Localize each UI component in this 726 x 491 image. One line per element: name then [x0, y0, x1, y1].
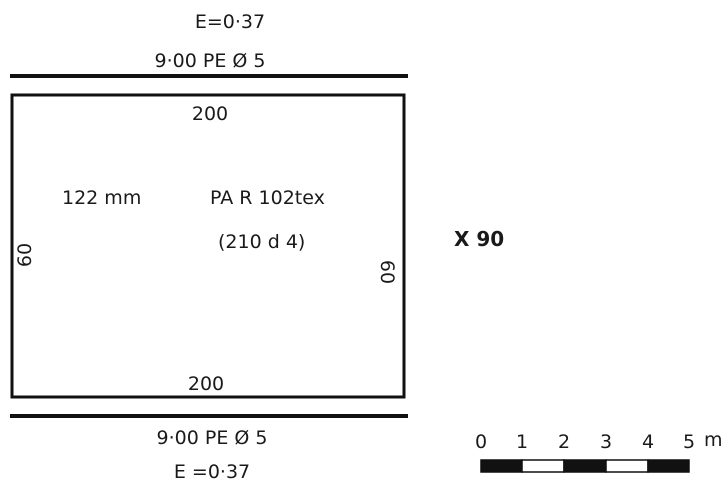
mesh-top-label: 200 — [192, 103, 228, 125]
scale-unit-label: m — [704, 429, 723, 451]
material-label: PA R 102tex — [210, 187, 325, 209]
mesh-bottom-label: 200 — [188, 373, 224, 395]
net-panel-rectangle — [10, 93, 406, 399]
bottom-stretch-label: E =0·37 — [174, 461, 250, 483]
scale-segment-filled — [563, 459, 607, 473]
quantity-label: X 90 — [454, 227, 504, 251]
scale-tick-label: 3 — [600, 431, 612, 453]
scale-segment-empty — [605, 459, 649, 473]
scale-tick-label: 2 — [558, 431, 570, 453]
scale-tick-label: 5 — [683, 431, 695, 453]
scale-tick-label: 4 — [642, 431, 654, 453]
scale-bar: 0 1 2 3 4 5 m — [475, 429, 723, 473]
scale-tick-label: 0 — [475, 431, 487, 453]
twine-label: (210 d 4) — [218, 231, 305, 253]
scale-segment-filled — [647, 459, 690, 473]
top-rope-label: 9·00 PE Ø 5 — [155, 50, 266, 72]
mesh-right-label: 60 — [376, 260, 398, 284]
scale-segment-filled — [480, 459, 523, 473]
bottom-rope-label: 9·00 PE Ø 5 — [157, 427, 268, 449]
scale-tick-label: 1 — [516, 431, 528, 453]
mesh-size-label: 122 mm — [62, 187, 141, 209]
top-stretch-label: E=0·37 — [195, 11, 265, 33]
mesh-left-label: 60 — [14, 243, 36, 267]
scale-segment-empty — [521, 459, 565, 473]
